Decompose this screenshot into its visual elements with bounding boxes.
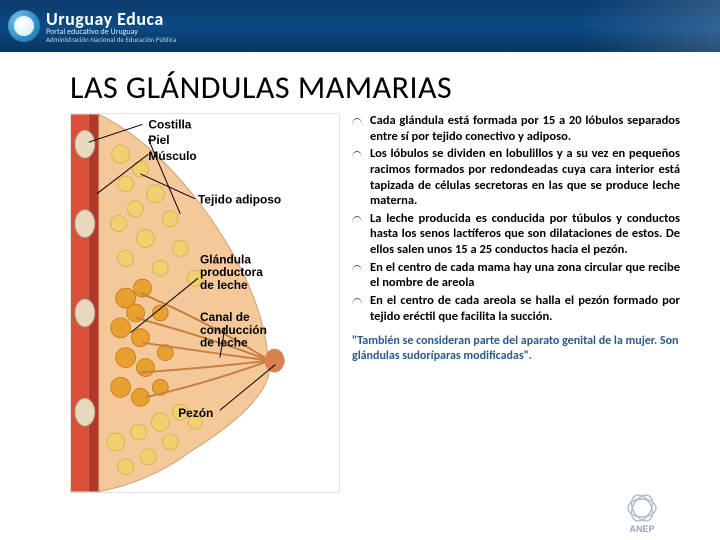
label-costilla: Costilla xyxy=(148,117,191,131)
anep-logo-icon: ANEP xyxy=(620,494,664,534)
brand-title: Uruguay Educa xyxy=(46,10,176,28)
list-item: Cada glándula está formada por 15 a 20 l… xyxy=(352,113,680,144)
brand-subtitle2: Administración Nacional de Educación Púb… xyxy=(46,36,176,43)
label-piel: Piel xyxy=(148,133,169,147)
brand-block: Uruguay Educa Portal educativo de Urugua… xyxy=(8,10,176,43)
list-item: En el centro de cada mama hay una zona c… xyxy=(352,260,680,291)
label-musculo: Músculo xyxy=(148,149,196,163)
header-bar: Uruguay Educa Portal educativo de Urugua… xyxy=(0,0,720,52)
list-item: Los lóbulos se dividen en lobulillos y a… xyxy=(352,146,680,209)
label-glandula: Glándula productora de leche xyxy=(200,252,266,292)
globe-icon xyxy=(8,10,40,42)
content-row: Costilla Piel Músculo Tejido adiposo Glá… xyxy=(70,113,690,493)
text-column: Cada glándula está formada por 15 a 20 l… xyxy=(352,113,690,493)
label-tejido: Tejido adiposo xyxy=(198,193,281,207)
list-item: En el centro de cada areola se halla el … xyxy=(352,293,680,324)
header-accent xyxy=(580,0,720,52)
quote-text: "También se consideran parte del aparato… xyxy=(352,334,680,363)
bullet-list: Cada glándula está formada por 15 a 20 l… xyxy=(352,113,680,324)
slide-body: LAS GLÁNDULAS MAMARIAS xyxy=(0,52,720,493)
list-item: La leche producida es conducida por túbu… xyxy=(352,211,680,258)
label-pezon: Pezón xyxy=(178,406,213,420)
brand-text: Uruguay Educa Portal educativo de Urugua… xyxy=(46,10,176,43)
footer-logo-text: ANEP xyxy=(629,524,654,534)
anatomy-diagram: Costilla Piel Músculo Tejido adiposo Glá… xyxy=(70,113,340,493)
page-title: LAS GLÁNDULAS MAMARIAS xyxy=(70,68,690,107)
